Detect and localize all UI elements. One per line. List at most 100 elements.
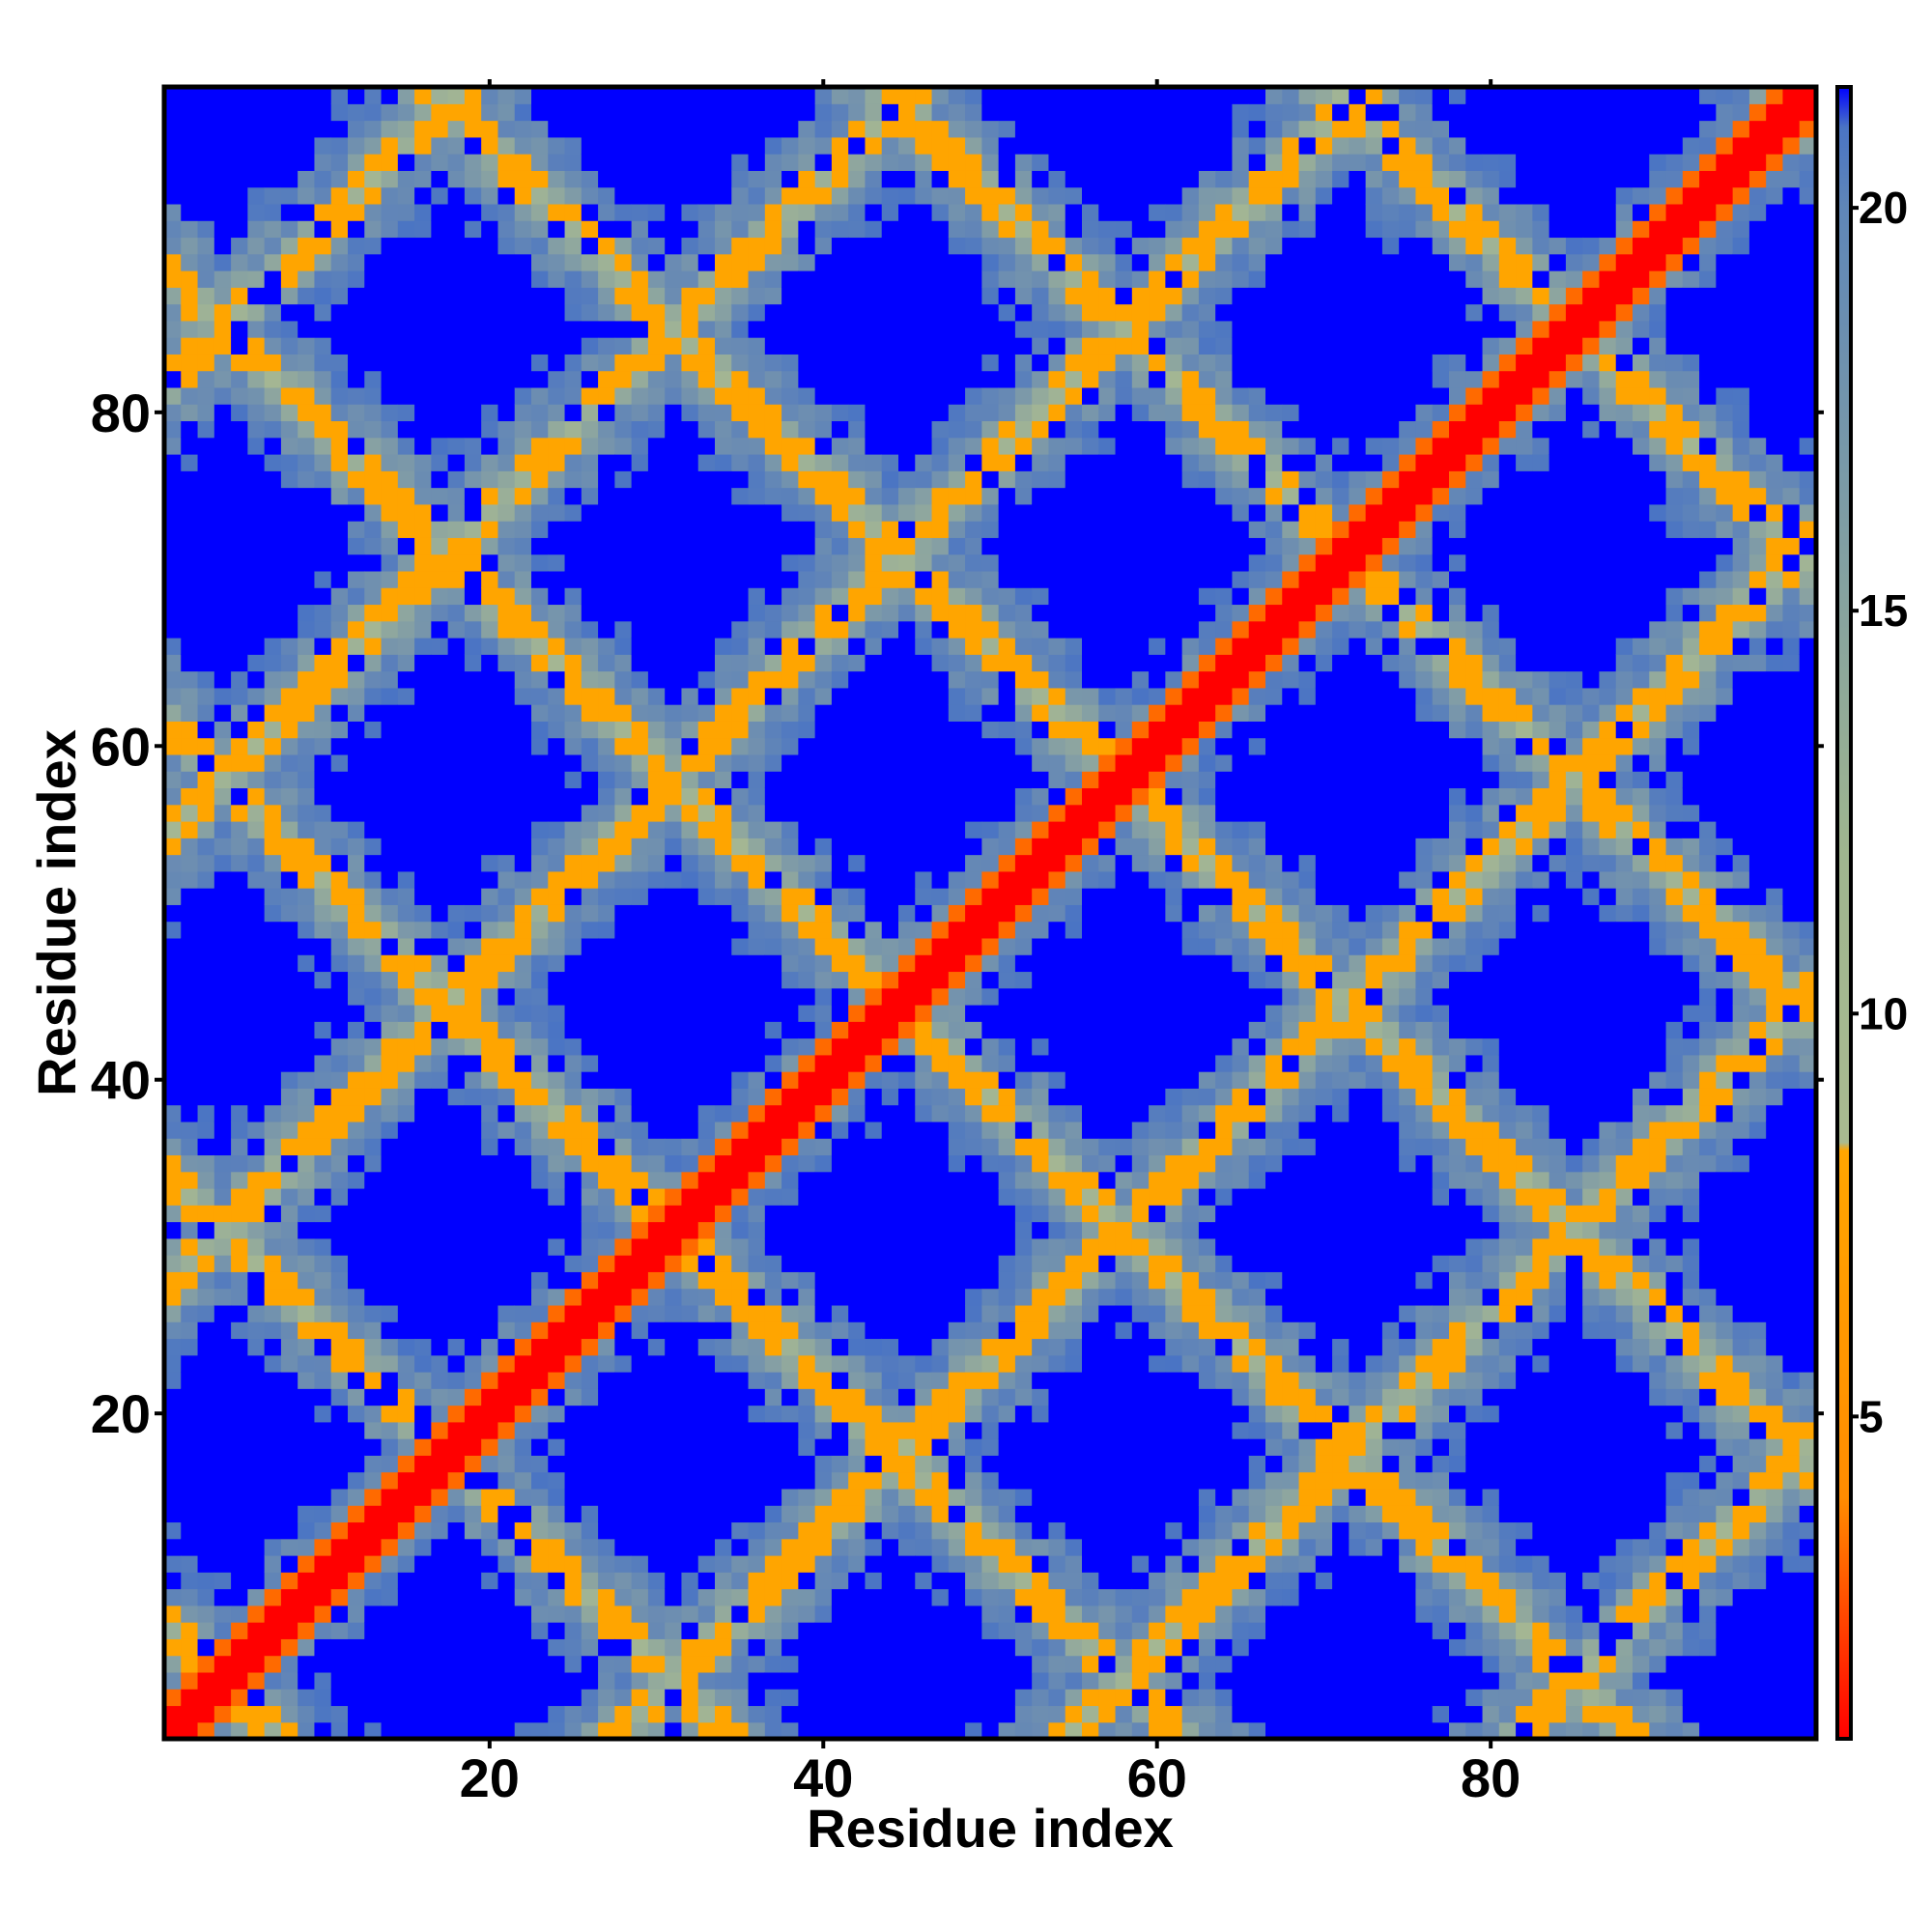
heatmap-cell <box>865 1154 883 1173</box>
heatmap-cell <box>764 570 782 588</box>
heatmap-cell <box>798 1171 816 1189</box>
heatmap-cell <box>614 253 633 271</box>
heatmap-cell <box>931 1438 950 1456</box>
heatmap-cell <box>764 1255 782 1272</box>
heatmap-cell <box>915 1288 933 1306</box>
heatmap-cell <box>497 1721 516 1740</box>
heatmap-cell <box>581 320 599 338</box>
heatmap-cell <box>948 1221 966 1239</box>
heatmap-cell <box>464 1071 482 1089</box>
heatmap-cell <box>598 220 615 239</box>
heatmap-cell <box>681 1372 699 1389</box>
heatmap-cell <box>330 1154 349 1173</box>
heatmap-cell <box>681 337 699 355</box>
heatmap-cell <box>564 1488 582 1506</box>
heatmap-cell <box>431 1705 449 1723</box>
heatmap-cell <box>280 337 298 355</box>
heatmap-cell <box>397 1037 415 1056</box>
heatmap-cell <box>814 420 833 439</box>
heatmap-cell <box>548 954 566 973</box>
heatmap-cell <box>931 1622 950 1639</box>
heatmap-cell <box>814 687 833 705</box>
heatmap-cell <box>247 1271 266 1290</box>
heatmap-cell <box>948 654 966 672</box>
heatmap-cell <box>981 136 1000 155</box>
heatmap-cell <box>831 1221 849 1239</box>
heatmap-cell <box>647 1154 666 1173</box>
heatmap-cell <box>280 787 298 806</box>
heatmap-cell <box>781 487 799 505</box>
heatmap-cell <box>981 454 1000 471</box>
heatmap-cell <box>665 687 683 705</box>
heatmap-cell <box>981 687 1000 705</box>
heatmap-cell <box>831 503 849 522</box>
heatmap-cell <box>848 537 867 555</box>
heatmap-cell <box>865 1205 883 1223</box>
heatmap-cell <box>915 1555 933 1573</box>
heatmap-cell <box>280 103 298 122</box>
heatmap-cell <box>348 1721 365 1740</box>
heatmap-cell <box>931 954 950 973</box>
heatmap-cell <box>647 1655 666 1673</box>
heatmap-cell <box>647 554 666 572</box>
heatmap-cell <box>531 587 549 606</box>
heatmap-cell <box>814 354 833 372</box>
heatmap-cell <box>948 753 966 772</box>
heatmap-cell <box>164 870 182 889</box>
heatmap-cell <box>965 1071 982 1089</box>
heatmap-cell <box>548 1705 566 1723</box>
heatmap-cell <box>414 638 432 655</box>
heatmap-cell <box>164 420 182 439</box>
heatmap-cell <box>665 303 683 322</box>
heatmap-cell <box>781 420 799 439</box>
heatmap-cell <box>665 1104 683 1122</box>
heatmap-cell <box>715 186 732 205</box>
heatmap-cell <box>548 804 566 822</box>
heatmap-cell <box>231 1304 248 1322</box>
heatmap-cell <box>447 888 466 905</box>
heatmap-cell <box>298 1438 316 1456</box>
heatmap-cell <box>681 487 699 505</box>
heatmap-cell <box>548 320 566 338</box>
heatmap-cell <box>781 1572 799 1590</box>
heatmap-cell <box>748 370 766 388</box>
heatmap-cell <box>814 1555 833 1573</box>
heatmap-cell <box>598 1538 615 1556</box>
heatmap-cell <box>481 1538 499 1556</box>
heatmap-cell <box>965 1154 982 1173</box>
heatmap-cell <box>748 1705 766 1723</box>
heatmap-cell <box>731 804 750 822</box>
heatmap-cell <box>697 1388 716 1406</box>
heatmap-cell <box>447 1488 466 1506</box>
heatmap-cell <box>314 186 332 205</box>
heatmap-cell <box>981 370 1000 388</box>
heatmap-cell <box>647 1689 666 1707</box>
heatmap-cell <box>314 1138 332 1156</box>
heatmap-cell <box>665 870 683 889</box>
heatmap-cell <box>464 620 482 639</box>
heatmap-cell <box>414 1255 432 1272</box>
heatmap-cell <box>697 1372 716 1389</box>
heatmap-cell <box>715 1237 732 1256</box>
heatmap-cell <box>848 354 867 372</box>
heatmap-cell <box>431 454 449 471</box>
heatmap-cell <box>431 1321 449 1340</box>
heatmap-cell <box>697 937 716 955</box>
heatmap-cell <box>164 1405 182 1423</box>
heatmap-cell <box>898 470 916 489</box>
heatmap-cell <box>598 987 615 1006</box>
heatmap-cell <box>348 1054 365 1072</box>
heatmap-cell <box>681 1021 699 1039</box>
heatmap-cell <box>464 1121 482 1139</box>
heatmap-cell <box>581 620 599 639</box>
heatmap-cell <box>831 554 849 572</box>
heatmap-cell <box>247 337 266 355</box>
heatmap-cell <box>681 1288 699 1306</box>
heatmap-cell <box>981 1288 1000 1306</box>
heatmap-cell <box>447 1321 466 1340</box>
heatmap-cell <box>364 1121 383 1139</box>
heatmap-cell <box>531 1188 549 1206</box>
heatmap-cell <box>647 220 666 239</box>
heatmap-cell <box>548 503 566 522</box>
heatmap-cell <box>231 1405 248 1423</box>
